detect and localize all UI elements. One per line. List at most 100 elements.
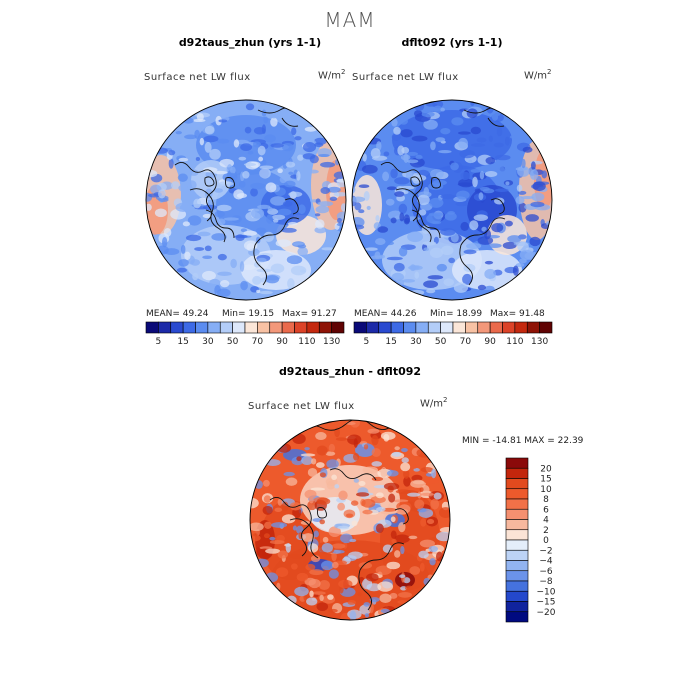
panel1-colorbar-tick-label: 110 bbox=[298, 337, 315, 347]
field-patch bbox=[269, 109, 279, 119]
field-patch bbox=[436, 263, 448, 272]
field-patch bbox=[430, 169, 444, 179]
field-patch bbox=[430, 141, 436, 151]
field-patch bbox=[352, 196, 366, 203]
field-patch bbox=[269, 540, 285, 545]
panel2-max: Max= 91.48 bbox=[490, 309, 545, 319]
field-patch bbox=[428, 182, 444, 191]
field-patch bbox=[301, 533, 315, 542]
field-patch bbox=[362, 578, 373, 590]
field-patch bbox=[261, 109, 267, 117]
field-patch bbox=[250, 182, 266, 190]
field-patch bbox=[297, 204, 306, 215]
field-patch bbox=[456, 190, 470, 200]
field-patch bbox=[376, 507, 386, 512]
panel1-case-title: d92taus_zhun (yrs 1-1) bbox=[178, 36, 322, 49]
field-patch bbox=[213, 170, 228, 175]
field-patch bbox=[371, 448, 381, 457]
field-patch bbox=[399, 574, 406, 578]
field-patch bbox=[517, 241, 529, 252]
field-patch bbox=[254, 261, 261, 268]
field-patch bbox=[204, 125, 215, 135]
field-patch bbox=[420, 467, 434, 473]
field-patch bbox=[369, 597, 380, 603]
diff-colorbar-swatch bbox=[505, 539, 529, 551]
field-patch bbox=[314, 213, 321, 217]
panel1-field bbox=[146, 100, 346, 300]
field-patch bbox=[265, 459, 281, 466]
panel1-colorbar-swatch bbox=[219, 321, 233, 334]
field-patch bbox=[349, 538, 357, 543]
field-patch bbox=[216, 138, 230, 144]
field-patch bbox=[175, 202, 192, 213]
field-patch bbox=[202, 255, 213, 259]
field-patch bbox=[351, 520, 358, 527]
panel1-colorbar-tick-label: 50 bbox=[227, 337, 239, 347]
field-patch bbox=[493, 142, 504, 148]
field-patch bbox=[409, 289, 425, 296]
field-patch bbox=[450, 162, 459, 171]
field-patch bbox=[329, 196, 338, 202]
field-patch bbox=[316, 497, 331, 505]
field-patch bbox=[203, 135, 219, 143]
field-patch bbox=[217, 271, 232, 276]
field-patch bbox=[264, 134, 276, 143]
field-patch bbox=[418, 550, 429, 559]
field-patch bbox=[338, 579, 353, 589]
field-patch bbox=[362, 509, 373, 515]
field-patch bbox=[525, 214, 539, 222]
field-patch bbox=[406, 151, 419, 156]
field-patch bbox=[358, 480, 366, 486]
panel2-units-label: W/m2 bbox=[524, 68, 552, 82]
field-patch bbox=[258, 156, 264, 162]
field-patch bbox=[302, 142, 317, 153]
field-patch bbox=[431, 468, 437, 479]
field-patch bbox=[330, 549, 345, 554]
field-patch bbox=[281, 514, 296, 524]
field-patch bbox=[391, 118, 398, 127]
field-patch bbox=[296, 171, 301, 181]
field-patch bbox=[375, 215, 380, 222]
panel2-colorbar-tick-label: 30 bbox=[410, 337, 422, 347]
field-patch bbox=[390, 168, 398, 179]
field-patch bbox=[291, 127, 297, 136]
field-patch bbox=[296, 525, 304, 535]
field-patch bbox=[366, 573, 379, 582]
field-patch bbox=[292, 525, 297, 531]
field-patch bbox=[275, 239, 292, 248]
panel1-colorbar-swatch bbox=[306, 321, 320, 334]
field-patch bbox=[438, 507, 450, 519]
field-patch bbox=[388, 493, 396, 503]
field-patch bbox=[307, 500, 318, 511]
field-patch bbox=[217, 253, 227, 261]
diff-field bbox=[250, 420, 450, 620]
field-patch bbox=[463, 263, 476, 273]
field-patch bbox=[348, 551, 363, 559]
field-patch bbox=[355, 233, 367, 239]
field-patch bbox=[451, 117, 464, 126]
field-patch bbox=[309, 569, 324, 576]
field-patch bbox=[476, 137, 487, 143]
field-patch bbox=[367, 428, 380, 434]
field-patch bbox=[357, 592, 363, 597]
panel1-colorbar-swatch bbox=[207, 321, 221, 334]
panel1-colorbar-swatch bbox=[331, 321, 345, 334]
field-patch bbox=[417, 194, 430, 206]
field-patch bbox=[364, 613, 370, 618]
field-patch bbox=[304, 447, 310, 451]
field-patch bbox=[218, 119, 228, 123]
field-patch bbox=[353, 478, 359, 483]
field-patch bbox=[432, 105, 443, 114]
field-patch bbox=[488, 135, 493, 142]
field-patch bbox=[230, 258, 237, 269]
field-patch bbox=[332, 561, 339, 569]
field-patch bbox=[356, 492, 370, 497]
field-patch bbox=[289, 502, 302, 511]
field-patch bbox=[522, 146, 533, 153]
field-patch bbox=[315, 462, 325, 469]
panel2-map bbox=[351, 99, 553, 301]
field-patch bbox=[457, 131, 471, 135]
panel1-map bbox=[145, 99, 347, 301]
field-patch bbox=[204, 141, 212, 153]
